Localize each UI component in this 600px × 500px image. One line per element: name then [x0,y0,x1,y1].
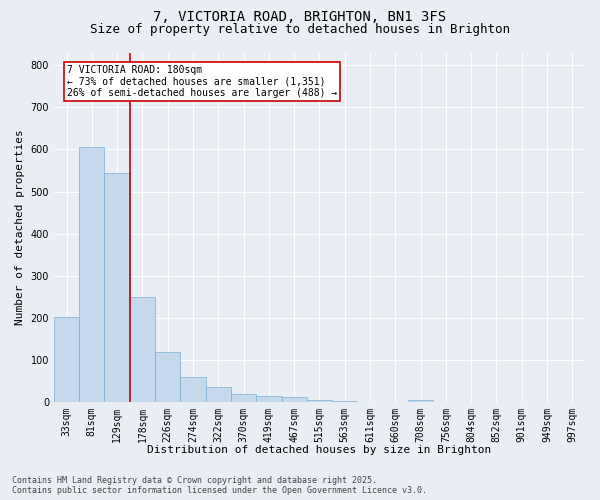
Bar [281,397,307,402]
Bar [206,388,231,402]
Bar [54,316,79,402]
Text: 7 VICTORIA ROAD: 180sqm
← 73% of detached houses are smaller (1,351)
26% of semi: 7 VICTORIA ROAD: 180sqm ← 73% of detache… [67,65,337,98]
Bar [155,352,181,402]
X-axis label: Distribution of detached houses by size in Brighton: Distribution of detached houses by size … [148,445,491,455]
Bar [79,147,104,402]
Bar [181,377,206,402]
Text: Contains HM Land Registry data © Crown copyright and database right 2025.
Contai: Contains HM Land Registry data © Crown c… [12,476,427,495]
Text: 7, VICTORIA ROAD, BRIGHTON, BN1 3FS: 7, VICTORIA ROAD, BRIGHTON, BN1 3FS [154,10,446,24]
Text: Size of property relative to detached houses in Brighton: Size of property relative to detached ho… [90,22,510,36]
Bar [307,400,332,402]
Y-axis label: Number of detached properties: Number of detached properties [15,130,25,325]
Bar [256,396,281,402]
Bar [231,394,256,402]
Bar [130,297,155,402]
Bar [104,174,130,402]
Bar [408,400,433,402]
